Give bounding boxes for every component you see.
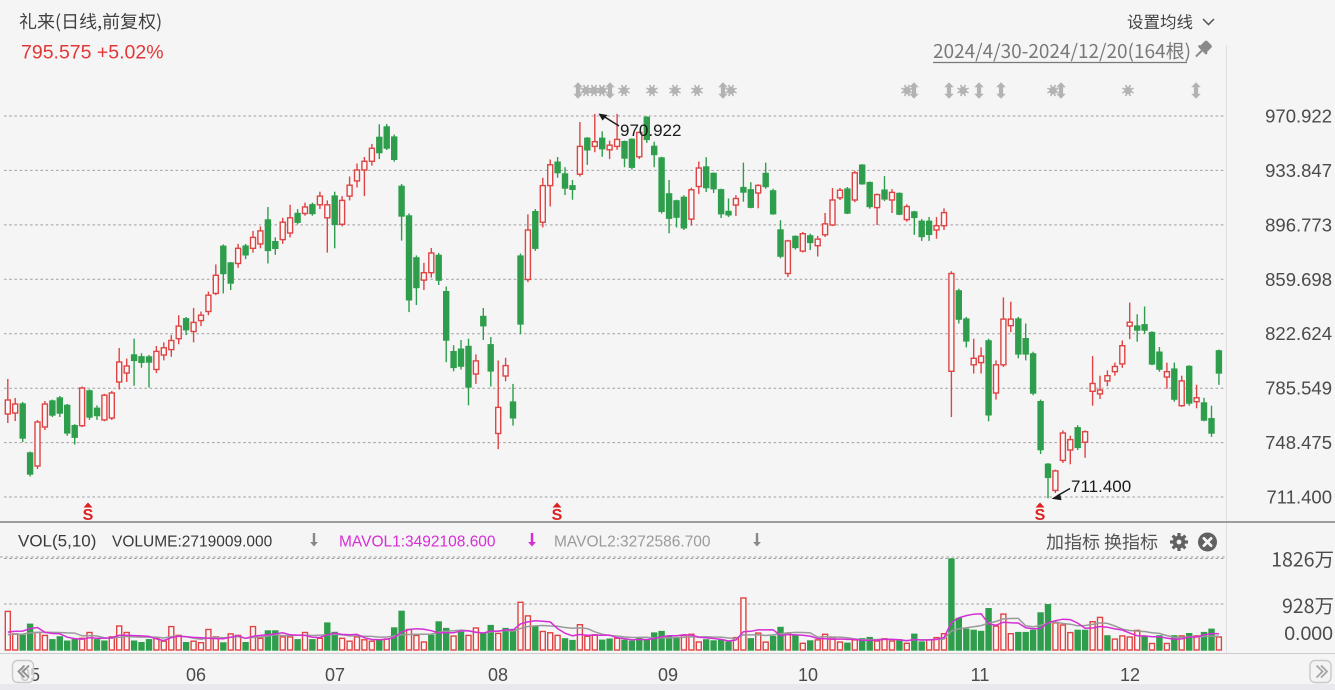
svg-text:VOLUME:2719009.000: VOLUME:2719009.000 bbox=[112, 534, 273, 551]
svg-text:0.000: 0.000 bbox=[1284, 623, 1333, 645]
svg-text:VOL(5,10): VOL(5,10) bbox=[18, 532, 96, 551]
svg-text:10: 10 bbox=[798, 665, 818, 685]
svg-text:S: S bbox=[1035, 507, 1046, 524]
svg-text:970.922: 970.922 bbox=[620, 121, 681, 140]
svg-text:785.549: 785.549 bbox=[1265, 378, 1332, 399]
svg-text:859.698: 859.698 bbox=[1265, 269, 1332, 290]
svg-text:896.773: 896.773 bbox=[1265, 214, 1332, 235]
svg-text:795.575 +5.02%: 795.575 +5.02% bbox=[21, 42, 164, 64]
svg-text:07: 07 bbox=[325, 665, 345, 685]
svg-text:11: 11 bbox=[971, 665, 990, 685]
svg-text:748.475: 748.475 bbox=[1265, 432, 1332, 453]
svg-text:S: S bbox=[552, 507, 563, 524]
svg-text:933.847: 933.847 bbox=[1265, 160, 1332, 181]
svg-text:822.624: 822.624 bbox=[1265, 323, 1332, 344]
svg-text:08: 08 bbox=[488, 665, 508, 685]
svg-text:970.922: 970.922 bbox=[1265, 106, 1332, 127]
svg-text:711.400: 711.400 bbox=[1267, 487, 1333, 508]
svg-text:S: S bbox=[83, 507, 94, 524]
svg-text:09: 09 bbox=[658, 665, 678, 685]
svg-text:06: 06 bbox=[186, 665, 206, 685]
svg-text:MAVOL2:3272586.700: MAVOL2:3272586.700 bbox=[554, 534, 711, 551]
svg-text:MAVOL1:3492108.600: MAVOL1:3492108.600 bbox=[339, 534, 496, 551]
svg-text:711.400: 711.400 bbox=[1071, 477, 1131, 496]
svg-text:12: 12 bbox=[1120, 665, 1140, 685]
